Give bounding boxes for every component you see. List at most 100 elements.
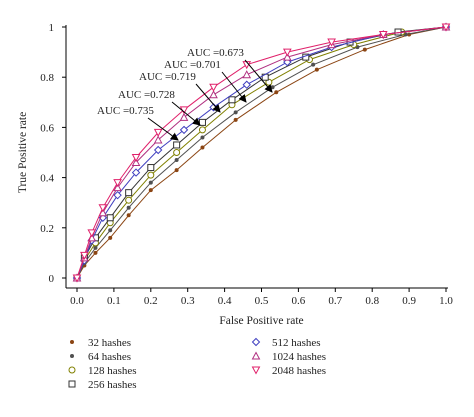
point-64-hashes bbox=[126, 205, 131, 210]
y-tick-label: 0.8 bbox=[40, 72, 54, 84]
point-64-hashes bbox=[270, 85, 275, 90]
legend-item: 256 hashes bbox=[68, 379, 137, 391]
point-32-hashes bbox=[314, 67, 319, 72]
point-64-hashes bbox=[148, 180, 153, 185]
series-512-hashes bbox=[72, 22, 451, 283]
point-64-hashes bbox=[108, 228, 113, 233]
x-axis-title: False Positive rate bbox=[219, 315, 303, 327]
auc-arrow bbox=[195, 83, 221, 113]
auc-arrow bbox=[147, 117, 179, 141]
point-2048-hashes bbox=[72, 274, 82, 283]
series-line-32-hashes bbox=[76, 26, 447, 279]
point-64-hashes bbox=[174, 158, 179, 163]
auc-label: AUC =0.701 bbox=[164, 59, 221, 71]
series-32-hashes bbox=[75, 25, 448, 280]
point-1024-hashes bbox=[179, 112, 189, 121]
point-64-hashes bbox=[233, 110, 238, 115]
legend-label: 128 hashes bbox=[88, 365, 137, 377]
point-512-hashes bbox=[113, 190, 122, 200]
legend-label: 64 hashes bbox=[88, 351, 131, 363]
auc-label: AUC =0.728 bbox=[118, 89, 175, 101]
auc-label: AUC =0.673 bbox=[187, 47, 244, 59]
point-512-hashes bbox=[153, 145, 163, 155]
point-128-hashes bbox=[173, 149, 181, 156]
point-512-hashes bbox=[179, 125, 189, 135]
auc-label: AUC =0.735 bbox=[97, 105, 154, 117]
series-256-hashes bbox=[73, 23, 450, 282]
point-2048-hashes bbox=[87, 229, 97, 238]
point-256-hashes bbox=[147, 164, 155, 172]
point-256-hashes bbox=[198, 118, 206, 126]
point-2048-hashes bbox=[113, 179, 122, 188]
series-1024-hashes bbox=[72, 22, 451, 282]
point-32-hashes bbox=[108, 235, 113, 240]
y-tick-label: 1 bbox=[49, 22, 55, 34]
point-32-hashes bbox=[148, 188, 153, 193]
series-line-2048-hashes bbox=[76, 26, 447, 279]
point-512-hashes bbox=[242, 80, 251, 89]
x-tick-label: 0.3 bbox=[181, 295, 195, 307]
y-tick-label: 0.2 bbox=[40, 223, 54, 235]
series-line-512-hashes bbox=[76, 26, 447, 279]
point-32-hashes bbox=[93, 250, 98, 255]
point-128-hashes bbox=[198, 126, 206, 134]
legend-item: 2048 hashes bbox=[251, 365, 326, 377]
y-tick-label: 0.6 bbox=[40, 122, 54, 134]
point-1024-hashes bbox=[131, 157, 141, 167]
legend-marker bbox=[251, 351, 261, 360]
point-32-hashes bbox=[274, 90, 279, 95]
auc-label: AUC =0.719 bbox=[139, 71, 196, 83]
point-64-hashes bbox=[93, 245, 98, 250]
point-256-hashes bbox=[173, 141, 181, 149]
legend-item: 32 hashes bbox=[70, 337, 131, 349]
series-2048-hashes bbox=[72, 23, 451, 283]
point-32-hashes bbox=[126, 213, 131, 218]
point-256-hashes bbox=[228, 96, 236, 104]
legend-marker bbox=[70, 340, 74, 344]
point-2048-hashes bbox=[98, 204, 108, 213]
auc-arrow bbox=[171, 101, 201, 126]
series-group bbox=[72, 22, 451, 283]
legend-label: 512 hashes bbox=[272, 337, 321, 349]
legend-label: 1024 hashes bbox=[272, 351, 326, 363]
point-2048-hashes bbox=[441, 23, 451, 32]
point-32-hashes bbox=[200, 145, 205, 150]
y-tick-label: 0 bbox=[49, 273, 55, 285]
series-line-1024-hashes bbox=[76, 26, 447, 279]
point-1024-hashes bbox=[209, 90, 218, 99]
point-512-hashes bbox=[131, 168, 141, 177]
point-2048-hashes bbox=[80, 251, 89, 260]
x-tick-label: 0.2 bbox=[144, 295, 158, 307]
legend-marker bbox=[68, 366, 76, 374]
legend-item: 64 hashes bbox=[70, 351, 131, 363]
x-tick-label: 0.0 bbox=[70, 295, 84, 307]
auc-arrow bbox=[244, 59, 273, 93]
series-line-64-hashes bbox=[76, 26, 447, 279]
point-128-hashes bbox=[147, 171, 155, 179]
x-tick-label: 0.5 bbox=[255, 295, 269, 307]
point-256-hashes bbox=[106, 214, 114, 222]
point-2048-hashes bbox=[282, 48, 292, 57]
x-tick-label: 0.9 bbox=[402, 295, 416, 307]
legend-marker bbox=[251, 366, 261, 375]
x-tick-label: 0.8 bbox=[365, 295, 379, 307]
series-line-128-hashes bbox=[76, 26, 447, 279]
point-1024-hashes bbox=[282, 52, 292, 61]
series-128-hashes bbox=[73, 23, 450, 282]
legend-item: 1024 hashes bbox=[251, 351, 326, 363]
point-2048-hashes bbox=[153, 128, 163, 137]
point-1024-hashes bbox=[153, 135, 163, 144]
legend-label: 2048 hashes bbox=[272, 365, 326, 377]
y-axis-title: True Positive rate bbox=[17, 112, 29, 193]
point-2048-hashes bbox=[378, 31, 388, 40]
legend-marker bbox=[251, 337, 261, 347]
x-tick-label: 0.4 bbox=[218, 295, 232, 307]
legend-marker bbox=[68, 380, 76, 388]
auc-arrow bbox=[221, 71, 247, 103]
point-32-hashes bbox=[174, 168, 179, 173]
point-1024-hashes bbox=[242, 70, 252, 79]
point-2048-hashes bbox=[209, 83, 218, 92]
x-tick-label: 1.0 bbox=[439, 295, 453, 307]
